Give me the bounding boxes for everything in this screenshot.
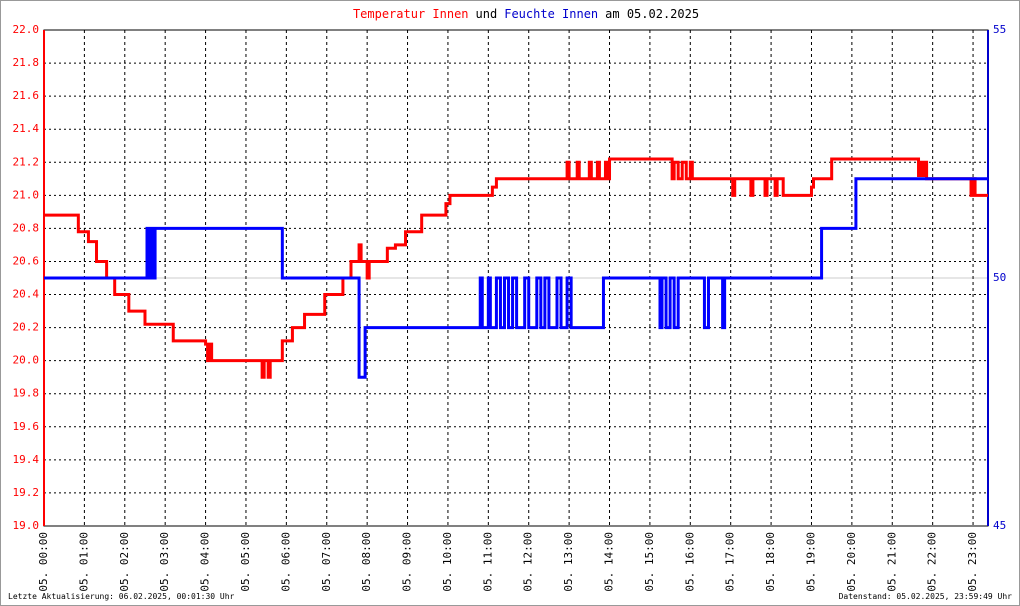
y-tick-label: 19.0 <box>13 519 40 532</box>
x-tick-label: 05. 01:00 <box>77 532 90 592</box>
y-tick-label: 20.0 <box>13 354 40 367</box>
y-tick-label: 21.8 <box>13 56 40 69</box>
title-part: Temperatur Innen <box>353 7 469 21</box>
x-tick-label: 05. 15:00 <box>643 532 656 592</box>
y-tick-label: 21.0 <box>13 188 40 201</box>
y2-tick-label: 50 <box>993 271 1006 284</box>
x-tick-label: 05. 13:00 <box>562 532 575 592</box>
y2-tick-label: 55 <box>993 23 1006 36</box>
chart-title: Temperatur Innen und Feuchte Innen am 05.02… <box>353 7 699 21</box>
title-part: und <box>476 7 498 21</box>
y-tick-label: 21.2 <box>13 155 40 168</box>
y-tick-label: 19.8 <box>13 387 40 400</box>
x-tick-label: 05. 23:00 <box>966 532 979 592</box>
x-tick-label: 05. 00:00 <box>37 532 50 592</box>
x-tick-label: 05. 09:00 <box>401 532 414 592</box>
x-tick-label: 05. 04:00 <box>199 532 212 592</box>
y-tick-label: 19.4 <box>13 453 40 466</box>
y-tick-label: 20.2 <box>13 321 40 334</box>
y-tick-label: 20.4 <box>13 288 40 301</box>
x-tick-label: 05. 14:00 <box>603 532 616 592</box>
y2-tick-label: 45 <box>993 519 1006 532</box>
x-tick-label: 05. 17:00 <box>724 532 737 592</box>
x-tick-label: 05. 11:00 <box>481 532 494 592</box>
y-tick-label: 19.6 <box>13 420 40 433</box>
x-tick-label: 05. 21:00 <box>885 532 898 592</box>
y-tick-label: 21.4 <box>13 122 40 135</box>
footnote: Letzte Aktualisierung: 06.02.2025, 00:01… <box>8 592 235 601</box>
title-part: am 05.02.2025 <box>605 7 699 21</box>
y-tick-label: 20.6 <box>13 254 40 267</box>
y-tick-label: 21.6 <box>13 89 40 102</box>
x-tick-label: 05. 06:00 <box>279 532 292 592</box>
y-tick-label: 19.2 <box>13 486 40 499</box>
y-tick-label: 20.8 <box>13 221 40 234</box>
footnote: Datenstand: 05.02.2025, 23:59:49 Uhr <box>839 592 1013 601</box>
series-line <box>44 177 988 379</box>
x-tick-label: 05. 05:00 <box>239 532 252 592</box>
x-tick-label: 05. 16:00 <box>683 532 696 592</box>
x-tick-label: 05. 08:00 <box>360 532 373 592</box>
x-tick-label: 05. 19:00 <box>804 532 817 592</box>
x-tick-label: 05. 02:00 <box>118 532 131 592</box>
x-tick-label: 05. 10:00 <box>441 532 454 592</box>
x-tick-label: 05. 07:00 <box>320 532 333 592</box>
x-tick-label: 05. 20:00 <box>845 532 858 592</box>
x-tick-label: 05. 22:00 <box>926 532 939 592</box>
y-tick-label: 22.0 <box>13 23 40 36</box>
x-tick-label: 05. 03:00 <box>158 532 171 592</box>
x-tick-label: 05. 12:00 <box>522 532 535 592</box>
series-line <box>44 157 988 379</box>
title-part: Feuchte Innen <box>504 7 598 21</box>
x-tick-label: 05. 18:00 <box>764 532 777 592</box>
